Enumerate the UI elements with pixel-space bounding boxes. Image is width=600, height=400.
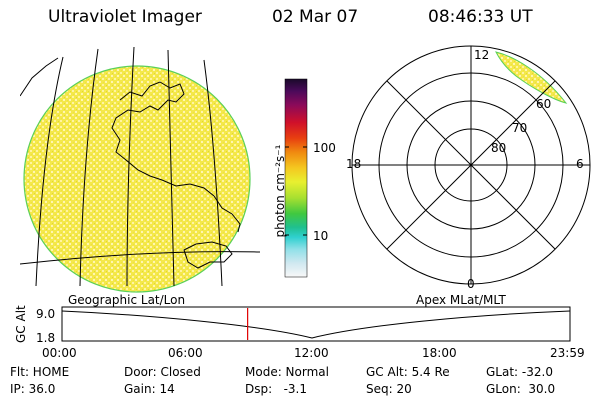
instrument-title: Ultraviolet Imager — [48, 7, 202, 27]
mlt-label-0: 0 — [467, 277, 475, 291]
status-door: Door: Closed — [124, 365, 201, 379]
longitude-line — [203, 59, 223, 286]
longitude-line — [167, 49, 175, 286]
longitude-line — [35, 56, 64, 286]
x-tick-1200: 12:00 — [294, 346, 329, 360]
status-gain: Gain: 14 — [124, 382, 175, 396]
polar-diagonal — [386, 80, 556, 250]
status-glon: GLon: 30.0 — [486, 382, 556, 396]
time-label: 08:46:33 UT — [428, 7, 533, 27]
mlt-label-12: 12 — [474, 48, 490, 62]
earth-disk — [23, 65, 251, 293]
longitude-line — [79, 48, 99, 286]
mlat-label-60: 60 — [536, 97, 552, 111]
longitude-line — [126, 46, 135, 286]
status-ip: IP: 36.0 — [10, 382, 56, 396]
altitude-plot-frame — [61, 306, 571, 342]
status-seq: Seq: 20 — [366, 382, 412, 396]
mlat-label-70: 70 — [512, 121, 528, 135]
left-panel-label: Geographic Lat/Lon — [68, 293, 186, 307]
altitude-ytick-top: 9.0 — [36, 307, 56, 321]
mlt-label-6: 6 — [576, 157, 584, 171]
x-tick-2359: 23:59 — [550, 346, 585, 360]
altitude-ytick-bottom: 1.8 — [36, 331, 56, 345]
date-label: 02 Mar 07 — [272, 7, 359, 27]
colorbar-tick-10: 10 — [313, 229, 329, 243]
status-gc-alt: GC Alt: 5.4 Re — [366, 365, 450, 379]
altitude-curve — [61, 310, 571, 339]
status-dsp: Dsp: -3.1 — [245, 382, 308, 396]
status-flt: Flt: HOME — [10, 365, 70, 379]
status-glat: GLat: -32.0 — [486, 365, 553, 379]
polar-panel-label: Apex MLat/MLT — [416, 293, 506, 307]
coastline — [20, 57, 59, 97]
colorbar — [284, 78, 308, 278]
coastline — [111, 81, 241, 233]
colorbar-tick-100: 100 — [313, 141, 336, 155]
x-tick-1800: 18:00 — [422, 346, 457, 360]
status-mode: Mode: Normal — [245, 365, 329, 379]
auroral-oval — [495, 51, 568, 104]
x-tick-0000: 00:00 — [42, 346, 77, 360]
mlat-label-80: 80 — [491, 141, 507, 155]
mlt-label-18: 18 — [346, 157, 362, 171]
coastline — [183, 241, 233, 269]
x-tick-0600: 06:00 — [168, 346, 203, 360]
